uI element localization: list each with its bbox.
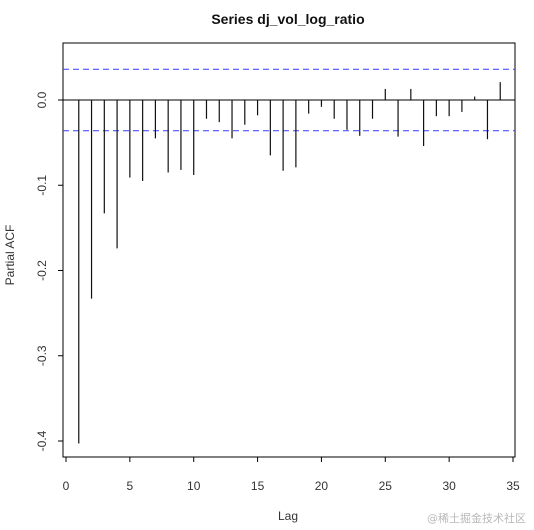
y-axis-label: Partial ACF (3, 225, 17, 286)
x-tick-label: 15 (251, 479, 265, 493)
y-tick-label: -0.4 (35, 430, 49, 451)
x-axis: 0 5 10 15 20 25 30 35 (63, 457, 520, 493)
y-tick-label: 0.0 (35, 91, 49, 108)
y-tick-label: -0.1 (35, 175, 49, 196)
x-axis-label: Lag (278, 509, 298, 523)
x-tick-label: 0 (63, 479, 70, 493)
x-tick-label: 25 (379, 479, 393, 493)
pacf-bars (78, 82, 501, 444)
y-axis: 0.0 -0.1 -0.2 -0.3 -0.4 (35, 91, 63, 451)
x-tick-label: 30 (442, 479, 456, 493)
plot-frame (62, 42, 516, 458)
x-tick-label: 5 (127, 479, 134, 493)
x-tick-label: 10 (187, 479, 201, 493)
chart-title: Series dj_vol_log_ratio (211, 11, 364, 27)
y-tick-label: -0.3 (35, 345, 49, 366)
x-tick-label: 35 (506, 479, 520, 493)
y-tick-label: -0.2 (35, 260, 49, 281)
x-tick-label: 20 (315, 479, 329, 493)
watermark: @稀土掘金技术社区 (427, 512, 526, 525)
